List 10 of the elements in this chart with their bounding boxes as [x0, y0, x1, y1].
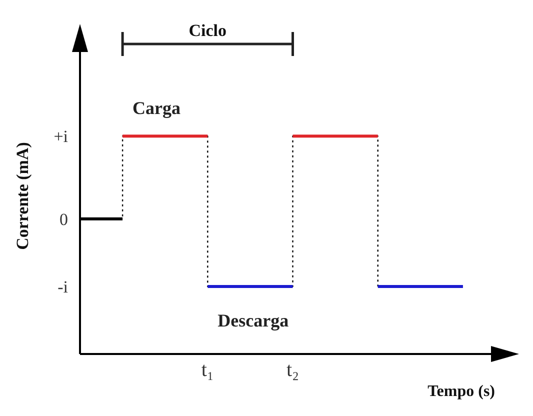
text: -i — [58, 277, 68, 296]
series-label: Carga — [132, 98, 181, 118]
x-tick-label: t₂ — [286, 359, 300, 382]
y-axis-title: Corrente (mA) — [13, 142, 32, 250]
x-axis-title: Tempo (s) — [428, 383, 495, 400]
text: Ciclo — [188, 21, 227, 40]
text: +i — [54, 127, 68, 146]
series-label: Descarga — [218, 310, 289, 330]
x-tick-label: t₁ — [201, 359, 214, 382]
text: 0 — [60, 210, 68, 229]
